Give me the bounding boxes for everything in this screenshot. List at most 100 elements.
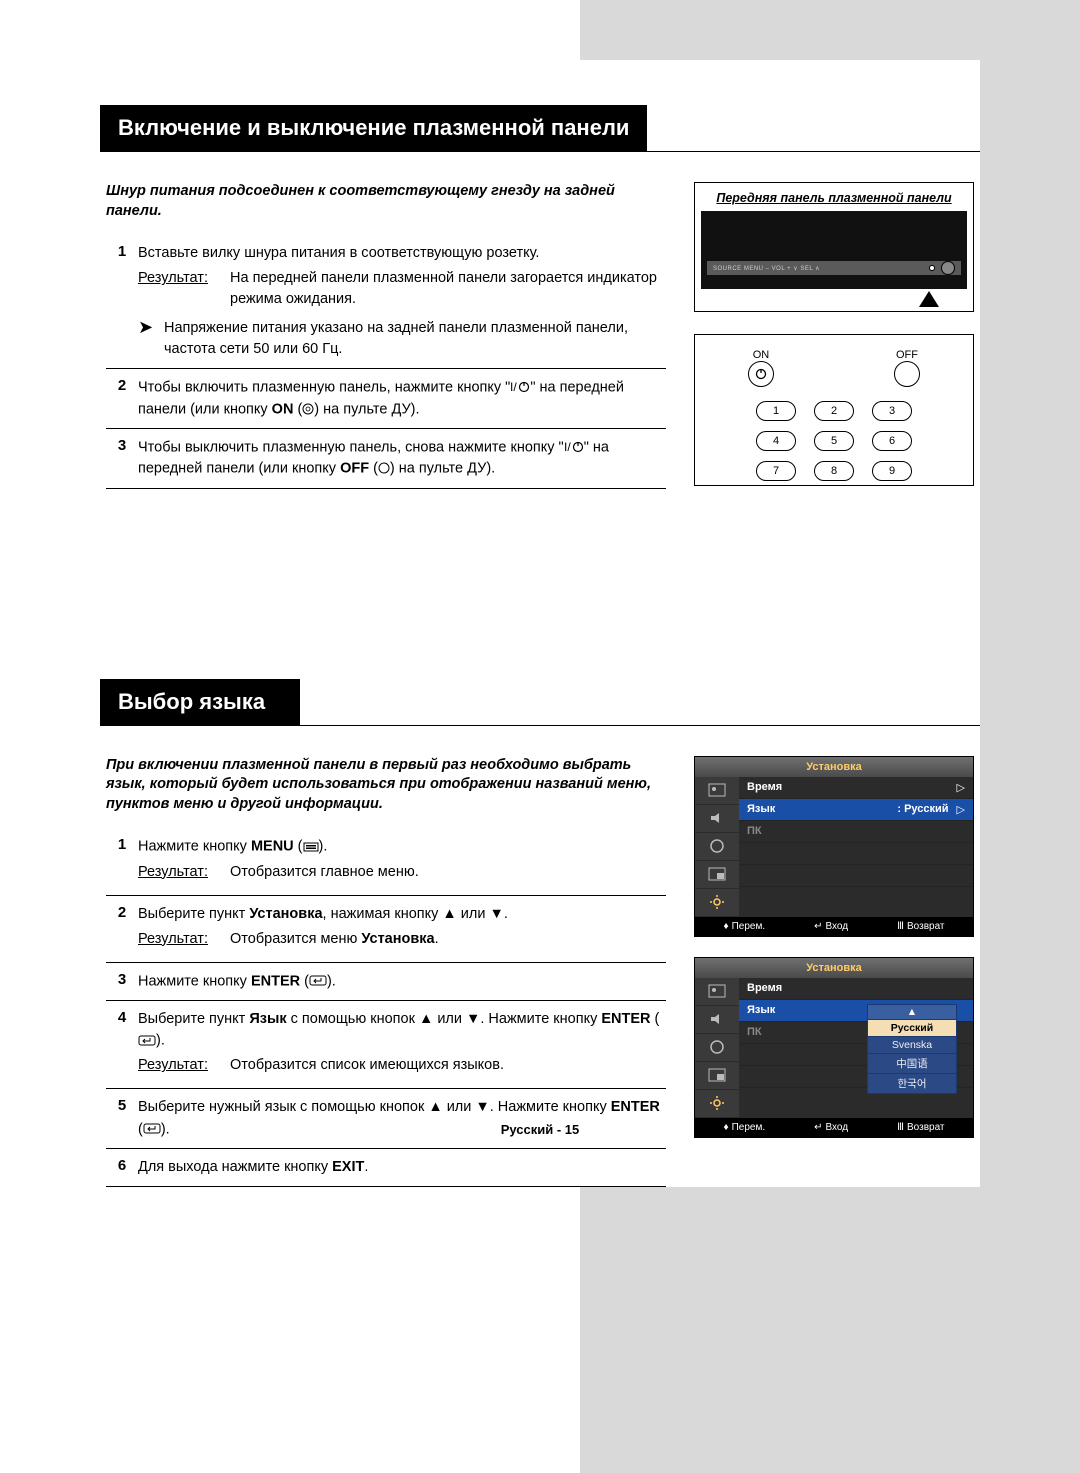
osd-pip-icon bbox=[695, 861, 739, 889]
step-row: 1 Нажмите кнопку MENU (). Результат: Ото… bbox=[106, 828, 666, 894]
osd-footer-return: Ⅲ Возврат bbox=[897, 921, 944, 932]
step-text-part: с помощью кнопок ▲ или ▼. Нажмите кнопку bbox=[287, 1011, 602, 1027]
section1-columns: Шнур питания подсоединен к соответствующ… bbox=[100, 182, 980, 489]
osd-icon-column bbox=[695, 978, 739, 1118]
remote-num-button: 3 bbox=[872, 401, 912, 421]
step-row: 2 Выберите пункт Установка, нажимая кноп… bbox=[106, 895, 666, 962]
result-text-part: . bbox=[435, 931, 439, 947]
popup-item: 한국어 bbox=[868, 1073, 956, 1093]
section1-steps: 1 Вставьте вилку шнура питания в соответ… bbox=[106, 235, 666, 489]
popup-head-arrow: ▲ bbox=[868, 1005, 956, 1019]
osd-sound-icon bbox=[695, 805, 739, 833]
step-text-part: , нажимая кнопку ▲ или ▼. bbox=[323, 906, 508, 922]
remote-off-label: OFF bbox=[894, 349, 920, 361]
osd-row-arrow: ▷ bbox=[957, 781, 965, 794]
enter-label: ENTER bbox=[251, 973, 300, 989]
remote-num-button: 1 bbox=[756, 401, 796, 421]
step-text-part: Чтобы включить плазменную панель, нажмит… bbox=[138, 380, 510, 396]
osd-row: Время bbox=[739, 978, 973, 1000]
section1-intro: Шнур питания подсоединен к соответствующ… bbox=[106, 182, 666, 221]
osd-icon-column bbox=[695, 777, 739, 917]
enter-icon bbox=[309, 971, 327, 992]
off-circle-icon bbox=[378, 458, 390, 479]
step-text-part: Выберите пункт bbox=[138, 1011, 249, 1027]
menu-icon bbox=[303, 836, 319, 857]
osd-channel-icon bbox=[695, 1034, 739, 1062]
result-text: Отобразится список имеющихся языков. bbox=[230, 1055, 666, 1076]
ir-sensor-icon bbox=[941, 261, 955, 275]
step-row: 1 Вставьте вилку шнура питания в соответ… bbox=[106, 235, 666, 368]
osd-row: ПК bbox=[739, 821, 973, 843]
step-number: 3 bbox=[106, 437, 138, 480]
osd-title: Установка bbox=[695, 958, 973, 978]
osd-row-label: Язык bbox=[747, 803, 897, 815]
step-number: 1 bbox=[106, 243, 138, 360]
panel-bezel: SOURCE MENU – VOL + ∨ SEL ∧ bbox=[701, 211, 967, 289]
osd-sound-icon bbox=[695, 1006, 739, 1034]
menu-label: MENU bbox=[251, 839, 294, 855]
exit-label: EXIT bbox=[332, 1159, 364, 1175]
osd-channel-icon bbox=[695, 833, 739, 861]
remote-off-button bbox=[894, 361, 920, 387]
osd-row-label: Время bbox=[747, 781, 949, 793]
step-number: 1 bbox=[106, 836, 138, 886]
note-arrow-icon: ➤ bbox=[138, 318, 164, 336]
enter-icon bbox=[138, 1030, 156, 1051]
popup-item-selected: Русский bbox=[868, 1019, 956, 1036]
language-popup: ▲ Русский Svenska 中国语 한국어 bbox=[867, 1004, 957, 1094]
standby-led-icon bbox=[929, 265, 935, 271]
step-number: 3 bbox=[106, 971, 138, 992]
on-circle-icon bbox=[302, 399, 314, 420]
section1-rule bbox=[100, 151, 980, 152]
step-row: 2 Чтобы включить плазменную панель, нажм… bbox=[106, 368, 666, 428]
step-number: 6 bbox=[106, 1157, 138, 1178]
osd-footer: ♦ Перем. ↵ Вход Ⅲ Возврат bbox=[695, 917, 973, 936]
remote-num-button: 7 bbox=[756, 461, 796, 481]
osd-picture-icon bbox=[695, 777, 739, 805]
result-text-part: Отобразится меню bbox=[230, 931, 361, 947]
popup-item: Svenska bbox=[868, 1036, 956, 1053]
step-body: Нажмите кнопку ENTER (). bbox=[138, 971, 666, 992]
osd-row-arrow: ▷ bbox=[957, 803, 965, 816]
osd-screenshot-1: Установка Время▷ Язык: Русский▷ П bbox=[694, 756, 974, 937]
result-text: На передней панели плазменной панели заг… bbox=[230, 268, 666, 310]
result-bold: Установка bbox=[361, 931, 434, 947]
step-body: Для выхода нажмите кнопку EXIT. bbox=[138, 1157, 666, 1178]
section2-title: Выбор языка bbox=[100, 679, 300, 725]
remote-num-button: 2 bbox=[814, 401, 854, 421]
remote-power-row: ON OFF bbox=[734, 349, 934, 387]
svg-text:I/: I/ bbox=[564, 441, 571, 453]
osd-setup-icon bbox=[695, 1090, 739, 1118]
result-label: Результат: bbox=[138, 1055, 230, 1076]
remote-num-row: 7 8 9 bbox=[734, 461, 934, 481]
remote-num-button: 9 bbox=[872, 461, 912, 481]
remote-on-label: ON bbox=[748, 349, 774, 361]
osd-screenshot-2: Установка Время Язык ПК bbox=[694, 957, 974, 1138]
step-row: 3 Чтобы выключить плазменную панель, сно… bbox=[106, 428, 666, 489]
remote-num-row: 4 5 6 bbox=[734, 431, 934, 451]
step-text-part: Нажмите кнопку bbox=[138, 839, 251, 855]
step-text-part: Для выхода нажмите кнопку bbox=[138, 1159, 332, 1175]
step-text-part: на пульте ДУ). bbox=[319, 401, 419, 417]
step-number: 4 bbox=[106, 1009, 138, 1080]
step-text-part: Нажмите кнопку bbox=[138, 973, 251, 989]
step-text: Вставьте вилку шнура питания в соответст… bbox=[138, 245, 539, 261]
remote-body: ON OFF 1 2 bbox=[734, 349, 934, 481]
step-row: 4 Выберите пункт Язык с помощью кнопок ▲… bbox=[106, 1000, 666, 1088]
step-row: 5 Выберите нужный язык с помощью кнопок … bbox=[106, 1088, 666, 1147]
step-row: 3 Нажмите кнопку ENTER (). bbox=[106, 962, 666, 1000]
remote-figure: ON OFF 1 2 bbox=[694, 334, 974, 486]
off-label: OFF bbox=[340, 461, 369, 477]
step-text-part: Выберите пункт bbox=[138, 906, 249, 922]
osd-body: Время Язык ПК ▲ Русский Svenska 中国语 한국어 bbox=[695, 978, 973, 1118]
osd-row-empty bbox=[739, 865, 973, 887]
remote-num-row: 1 2 3 bbox=[734, 401, 934, 421]
ustanovka-label: Установка bbox=[249, 906, 322, 922]
content-panel: Включение и выключение плазменной панели… bbox=[100, 60, 980, 1187]
osd-row-label: Время bbox=[747, 982, 965, 994]
step-row: 6 Для выхода нажмите кнопку EXIT. bbox=[106, 1148, 666, 1187]
on-label: ON bbox=[272, 401, 294, 417]
pointer-arrow-icon bbox=[919, 291, 939, 307]
step-body: Выберите пункт Язык с помощью кнопок ▲ и… bbox=[138, 1009, 666, 1080]
remote-on-button bbox=[748, 361, 774, 387]
